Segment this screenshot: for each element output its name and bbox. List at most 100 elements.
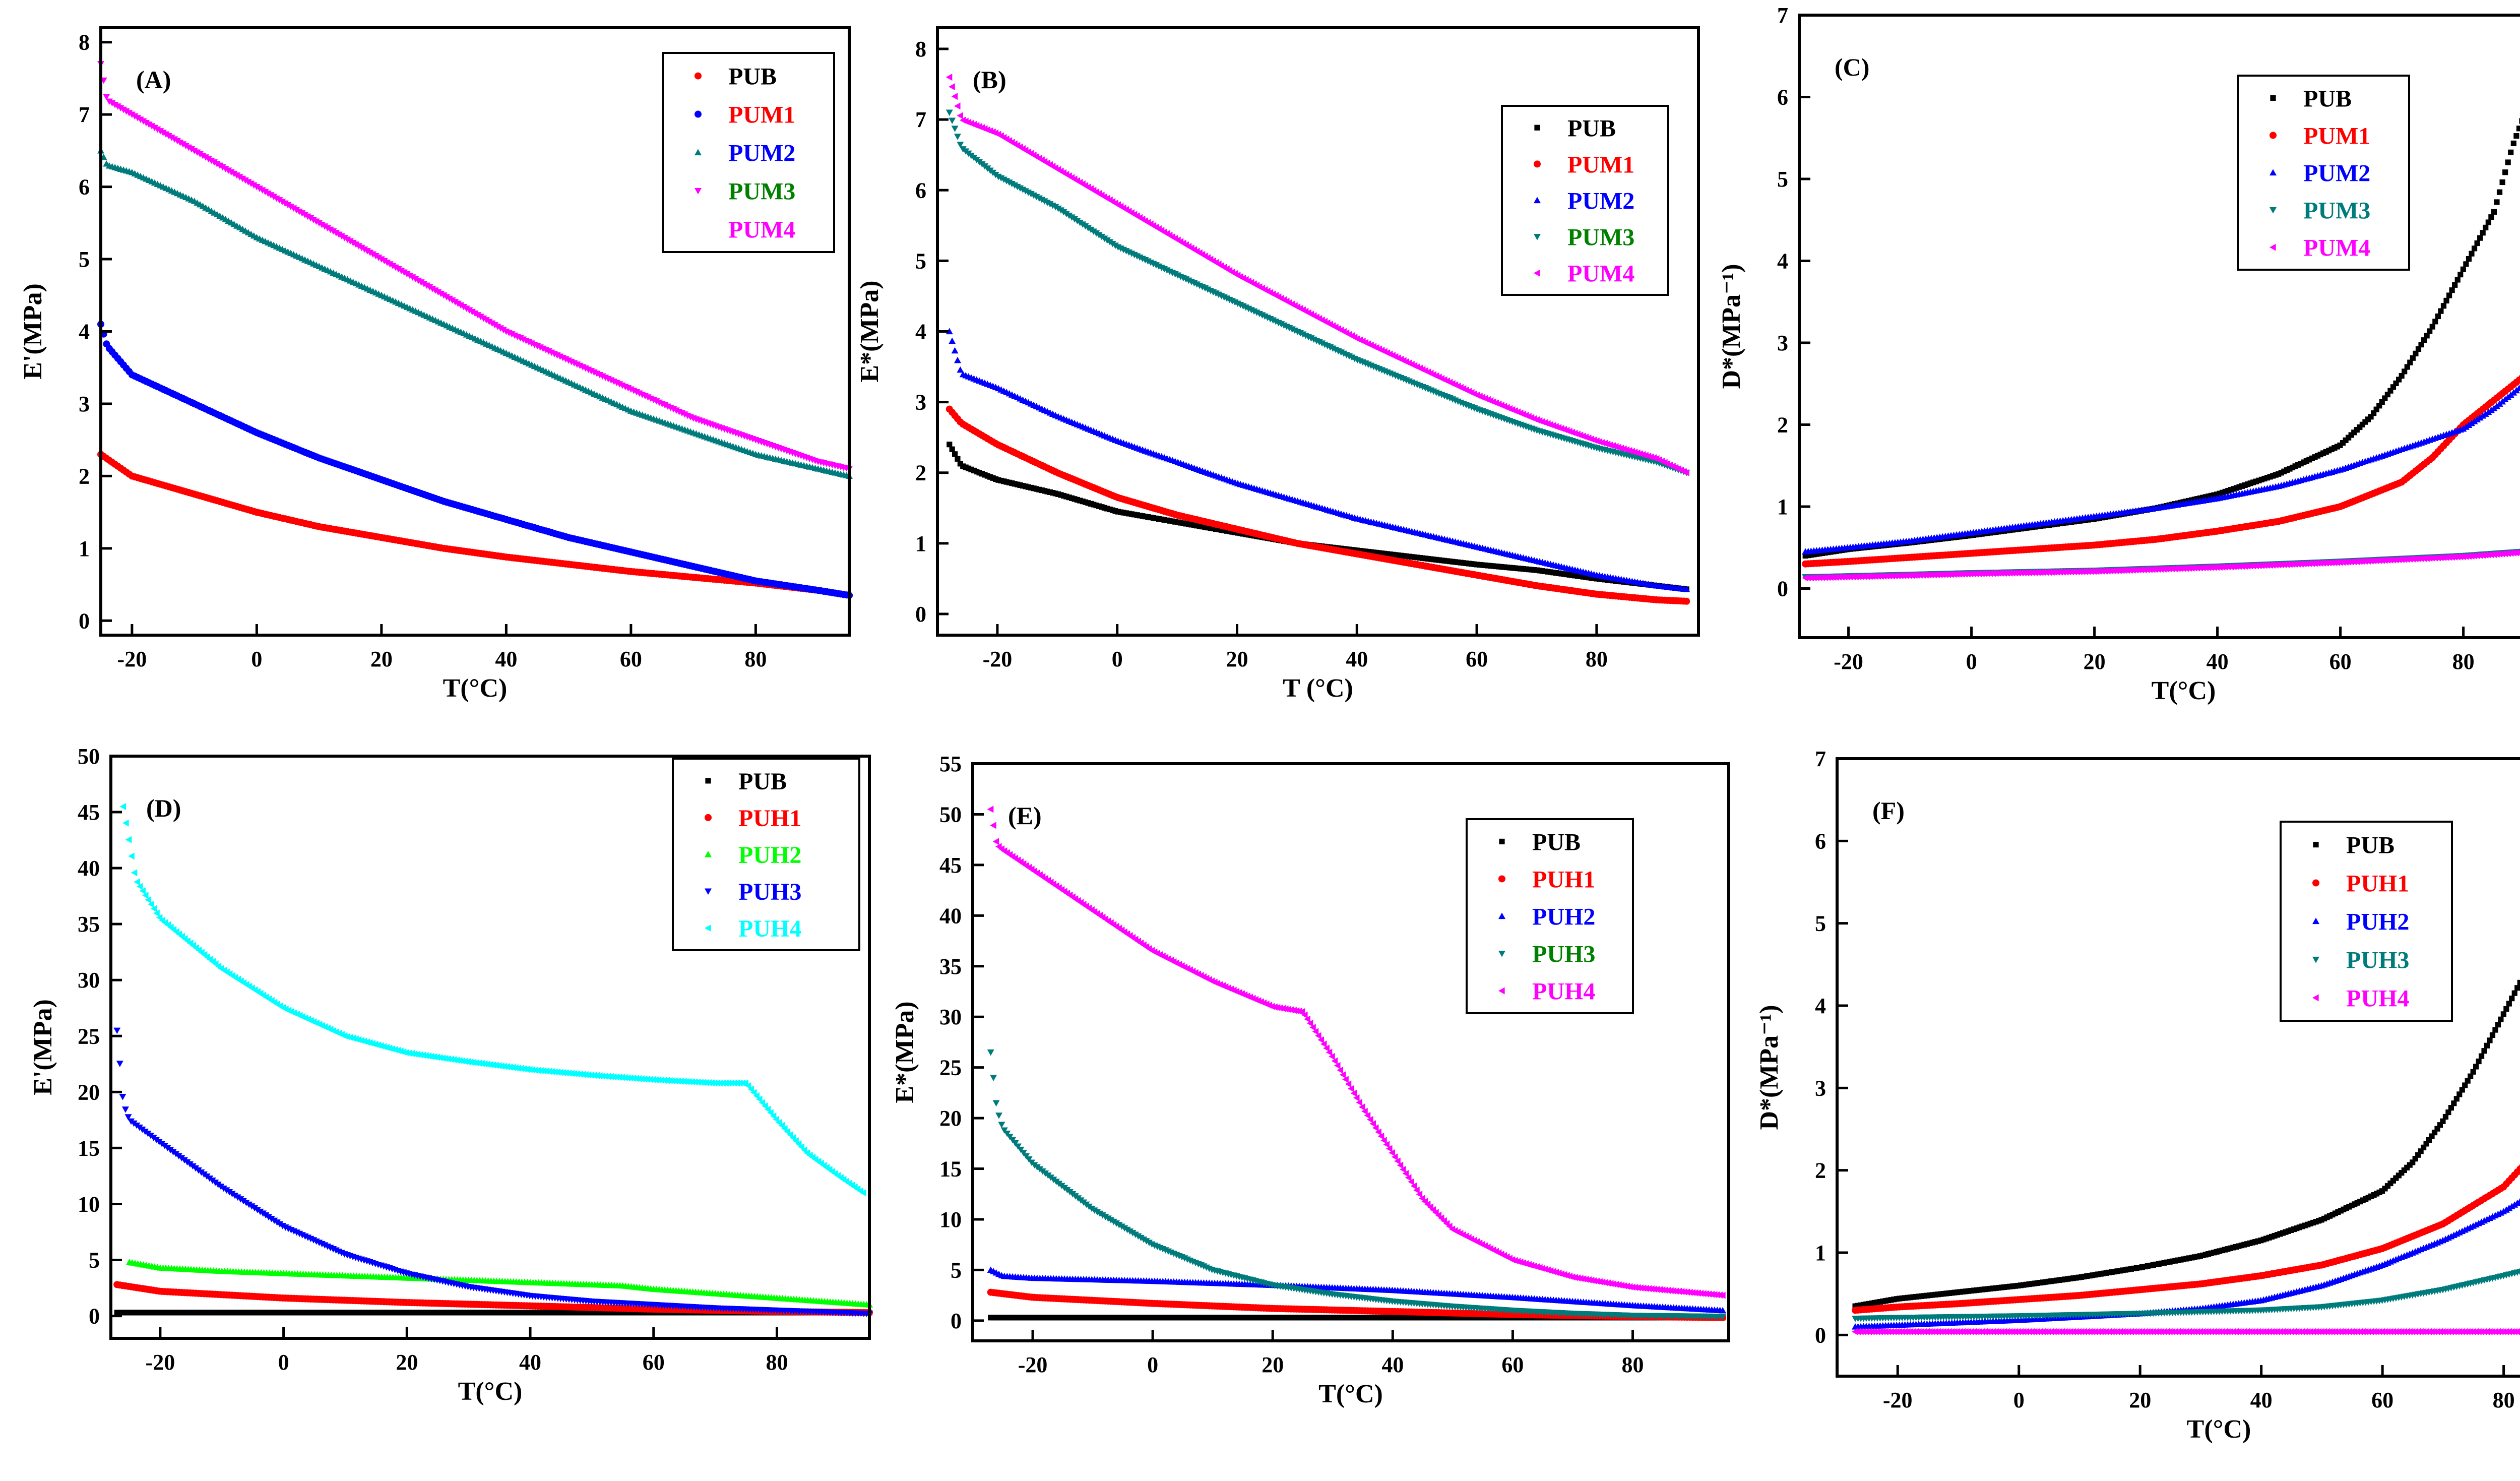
data-point	[335, 231, 343, 238]
data-point	[2474, 240, 2480, 246]
y-tick-label: 8	[79, 30, 90, 55]
data-point	[327, 226, 334, 233]
data-point	[412, 276, 419, 283]
data-point	[355, 243, 362, 250]
y-tick-label: 3	[1777, 331, 1788, 355]
legend-label: PUM3	[728, 178, 795, 205]
data-point	[279, 199, 286, 205]
data-point	[406, 273, 414, 279]
data-point	[162, 131, 170, 138]
data-point	[377, 256, 385, 263]
legend-label: PUM2	[728, 140, 795, 167]
data-point	[233, 172, 240, 179]
data-point	[443, 294, 451, 301]
data-point	[347, 238, 354, 245]
legend-label: PUM4	[2303, 235, 2370, 262]
data-point	[281, 200, 289, 207]
data-point	[256, 186, 263, 192]
data-point	[2483, 224, 2489, 231]
data-point	[474, 312, 482, 319]
panel-label: (B)	[973, 66, 1006, 94]
x-tick-label: 40	[1346, 647, 1368, 671]
data-point	[363, 248, 371, 255]
data-point	[239, 175, 246, 182]
x-tick-label: 0	[1112, 647, 1123, 671]
data-point	[426, 284, 433, 291]
series-pum1	[946, 405, 1690, 605]
data-point	[143, 119, 150, 127]
data-point	[2438, 308, 2444, 314]
data-point	[341, 235, 348, 241]
data-point	[358, 244, 365, 252]
data-point	[349, 239, 357, 246]
x-axis-title: T(°C)	[2152, 676, 2216, 705]
legend-label: PUM2	[2303, 160, 2370, 187]
data-point	[952, 451, 958, 457]
data-point	[497, 325, 505, 332]
data-point	[409, 274, 416, 281]
legend-label: PUM4	[1567, 261, 1634, 287]
data-point	[375, 255, 383, 261]
data-point	[352, 241, 360, 248]
data-point	[2452, 282, 2458, 288]
y-tick-label: 6	[79, 175, 90, 200]
data-point	[205, 156, 212, 163]
legend-symbol	[695, 110, 702, 118]
data-point	[253, 183, 261, 191]
data-point	[273, 195, 280, 202]
x-tick-label: -20	[983, 647, 1013, 671]
legend-label: PUB	[2303, 85, 2352, 112]
data-point	[122, 108, 130, 115]
legend-label: PUM1	[728, 102, 795, 129]
data-point	[208, 157, 215, 164]
data-point	[270, 194, 278, 201]
x-tick-label: 60	[620, 647, 642, 671]
data-point	[499, 327, 507, 334]
legend-label: PUM4	[728, 216, 795, 243]
data-point	[372, 253, 380, 260]
y-axis-title: D*(MPa⁻¹)	[1717, 264, 1746, 389]
data-point	[2446, 292, 2452, 298]
data-point	[2449, 287, 2455, 293]
x-tick-label: 60	[1466, 647, 1488, 671]
data-point	[227, 169, 235, 176]
data-point	[1683, 597, 1690, 605]
data-point	[2435, 313, 2441, 320]
y-axis-title: E'(MPa)	[19, 283, 47, 380]
data-point	[332, 230, 340, 236]
data-point	[338, 233, 346, 240]
data-point	[460, 303, 467, 311]
series-pum4	[97, 61, 853, 473]
data-point	[488, 320, 496, 327]
data-point	[307, 215, 314, 222]
y-tick-label: 2	[79, 464, 90, 488]
x-tick-label: 60	[2329, 649, 2352, 674]
data-point	[457, 302, 465, 309]
data-point	[477, 314, 484, 321]
x-tick-label: 40	[495, 647, 517, 671]
y-tick-label: 5	[79, 247, 90, 272]
data-point	[2429, 324, 2435, 330]
data-point	[485, 319, 493, 325]
data-point	[466, 307, 473, 314]
data-point	[395, 266, 402, 273]
y-tick-label: 6	[915, 178, 926, 203]
legend-box	[662, 52, 835, 253]
legend-label: PUM3	[1567, 224, 1634, 251]
data-point	[386, 261, 394, 268]
x-tick-label: -20	[117, 647, 147, 671]
y-tick-label: 5	[915, 249, 926, 273]
data-point	[145, 121, 153, 128]
y-tick-label: 2	[1777, 413, 1788, 438]
data-point	[2499, 179, 2505, 186]
data-point	[216, 162, 224, 169]
data-point	[423, 282, 430, 289]
data-point	[2516, 126, 2520, 132]
data-point	[2440, 303, 2447, 309]
y-tick-label: 4	[915, 320, 926, 344]
